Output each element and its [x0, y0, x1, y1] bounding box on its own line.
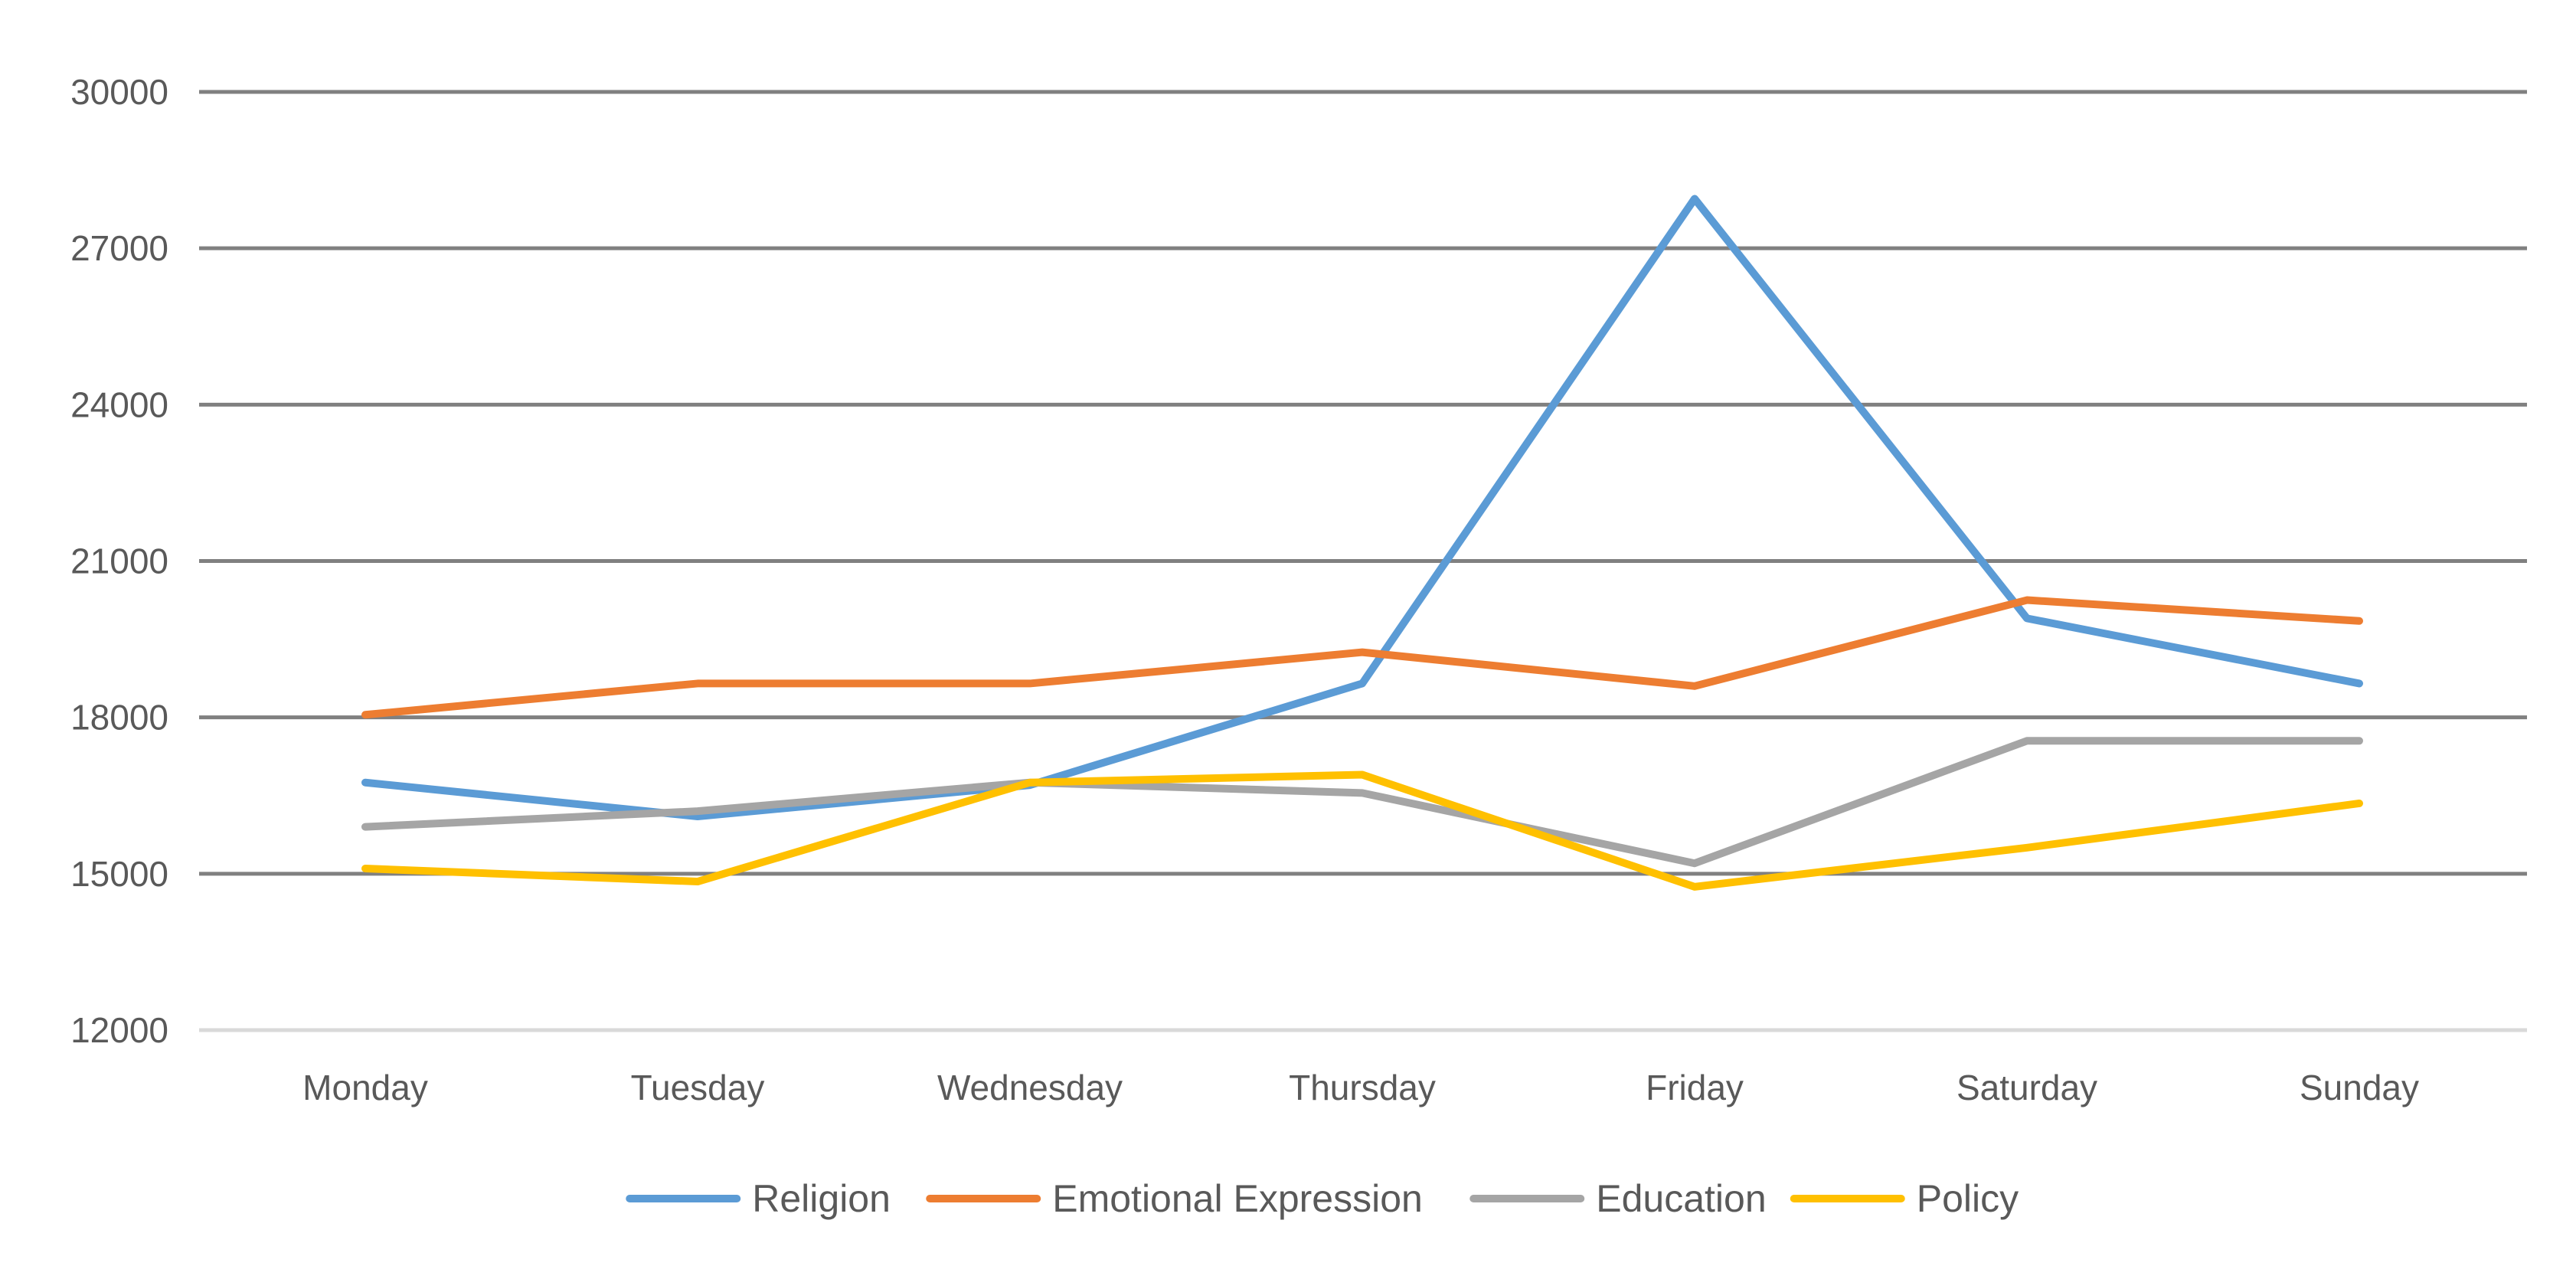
series-line-religion: [361, 195, 2363, 820]
x-tick-label: Wednesday: [937, 1068, 1123, 1107]
y-tick-label: 21000: [70, 541, 168, 581]
x-tick-label: Tuesday: [631, 1068, 765, 1107]
x-tick-label: Monday: [302, 1068, 428, 1107]
y-axis-tick-labels: 12000 15000 18000 21000 24000 27000 30000: [70, 72, 168, 1050]
legend-label: Emotional Expression: [1052, 1177, 1423, 1220]
gridlines: [199, 90, 2527, 1032]
y-tick-label: 30000: [70, 72, 168, 112]
series-lines: [361, 195, 2363, 891]
legend-label: Education: [1596, 1177, 1766, 1220]
series-line-policy: [361, 770, 2363, 891]
x-tick-label: Friday: [1646, 1068, 1744, 1107]
y-tick-label: 27000: [70, 228, 168, 268]
y-tick-label: 18000: [70, 698, 168, 738]
series-line-education: [361, 737, 2363, 868]
legend-label: Religion: [752, 1177, 891, 1220]
y-tick-label: 24000: [70, 384, 168, 424]
x-tick-label: Sunday: [2300, 1068, 2419, 1107]
x-tick-label: Saturday: [1957, 1068, 2097, 1107]
legend: Religion Emotional Expression Education Pol…: [626, 1177, 2019, 1220]
x-axis-tick-labels: Monday Tuesday Wednesday Thursday Friday Satu…: [302, 1068, 2419, 1107]
legend-label: Policy: [1917, 1177, 2019, 1220]
x-tick-label: Thursday: [1289, 1068, 1436, 1107]
y-tick-label: 15000: [70, 854, 168, 894]
y-tick-label: 12000: [70, 1010, 168, 1050]
series-line-emotional-expression: [361, 596, 2363, 719]
